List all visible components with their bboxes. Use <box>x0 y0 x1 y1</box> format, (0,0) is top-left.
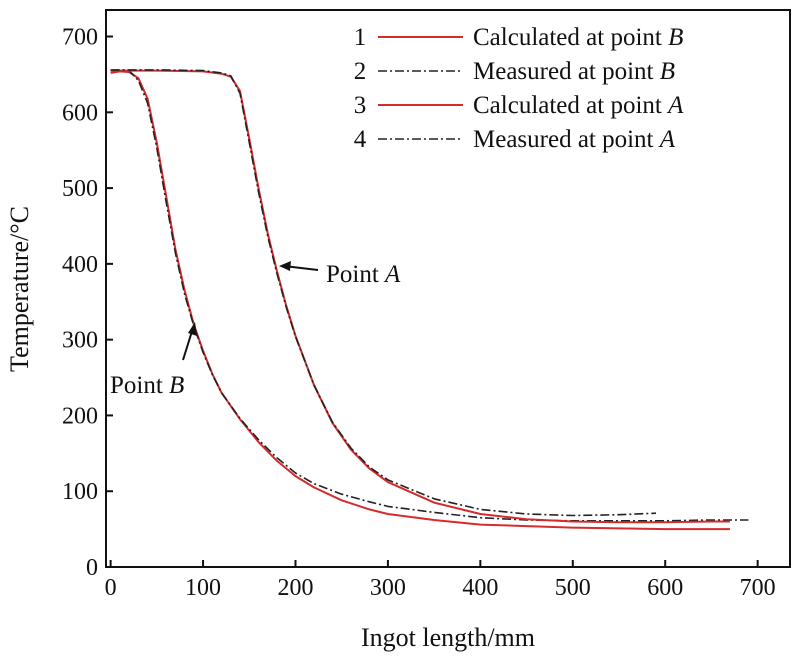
annotation-point-b-label: Point B <box>110 372 184 399</box>
y-tick-label-200: 200 <box>62 403 98 429</box>
x-tick-label-300: 300 <box>370 575 406 601</box>
legend-label-text-2: Measured at point <box>473 58 660 85</box>
legend-label-text-3: Calculated at point <box>473 92 668 119</box>
y-axis-title: Temperature/°C <box>5 206 34 372</box>
y-tick-label-600: 600 <box>62 100 98 126</box>
legend-label-3: Calculated at point A <box>473 92 684 119</box>
y-tick-label-700: 700 <box>62 25 98 51</box>
legend-number-4: 4 <box>354 126 367 153</box>
x-tick-label-500: 500 <box>555 575 591 601</box>
annotation-point-b-letter: B <box>169 372 184 399</box>
y-tick-label-500: 500 <box>62 176 98 202</box>
legend-number-1: 1 <box>354 24 367 51</box>
legend-label-text-4: Measured at point <box>473 126 660 153</box>
axis-ticks: 0 100 200 300 400 500 600 700 0 100 200 300 400 500 60… <box>62 25 776 601</box>
plot-frame <box>105 9 791 568</box>
y-tick-label-400: 400 <box>62 252 98 278</box>
series-line-1 <box>110 70 730 531</box>
legend-label-text-1: Calculated at point <box>473 24 668 51</box>
legend-label-point-1: B <box>668 24 683 51</box>
annotation-point-a-arrowhead <box>279 261 291 271</box>
annotation-point-a-text: Point <box>326 261 385 288</box>
legend-number-2: 2 <box>354 58 367 85</box>
annotation-point-b-text: Point <box>110 372 169 399</box>
annotation-point-a: Point A <box>279 261 401 288</box>
annotation-point-b: Point B <box>110 322 197 399</box>
x-tick-label-100: 100 <box>185 575 221 601</box>
series-layer <box>110 69 749 531</box>
annotation-point-a-letter: A <box>383 261 401 288</box>
legend-label-point-3: A <box>666 92 684 119</box>
legend-label-4: Measured at point A <box>473 126 676 153</box>
legend-label-point-2: B <box>660 58 675 85</box>
legend-label-1: Calculated at point B <box>473 24 683 51</box>
legend-number-3: 3 <box>354 92 367 119</box>
y-tick-label-0: 0 <box>86 555 98 581</box>
legend: 1 Calculated at point B 2 Measured at point… <box>354 24 684 153</box>
y-tick-label-100: 100 <box>62 479 98 505</box>
x-tick-label-600: 600 <box>647 575 683 601</box>
x-axis-title: Ingot length/mm <box>361 623 535 652</box>
annotation-point-a-label: Point A <box>326 261 401 288</box>
legend-label-2: Measured at point B <box>473 58 675 85</box>
x-tick-label-200: 200 <box>277 575 313 601</box>
x-tick-label-0: 0 <box>105 575 117 601</box>
x-tick-label-400: 400 <box>462 575 498 601</box>
x-tick-label-700: 700 <box>740 575 776 601</box>
legend-label-point-4: A <box>658 126 676 153</box>
y-tick-label-300: 300 <box>62 328 98 354</box>
annotation-point-b-arrowhead <box>188 322 197 336</box>
